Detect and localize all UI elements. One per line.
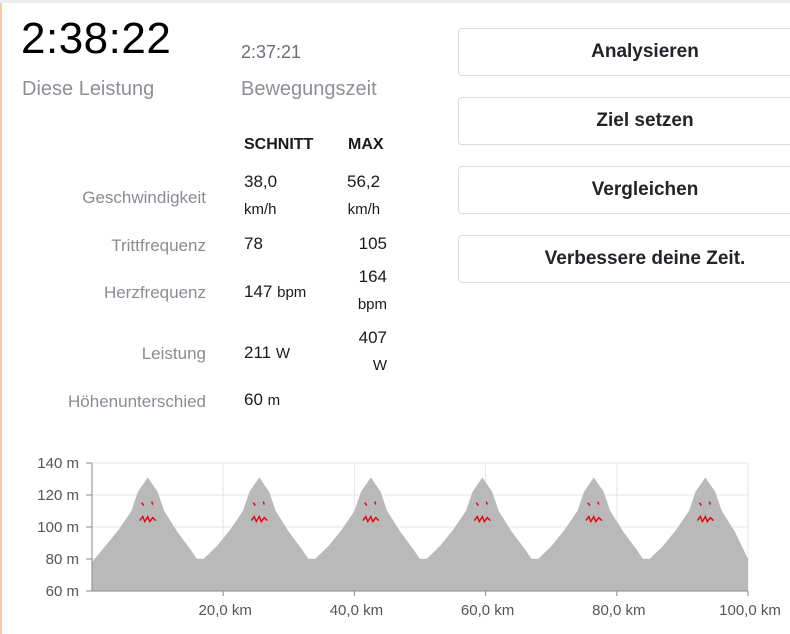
stat-cadence-max: 105 [358, 234, 387, 253]
heartrate-mark-5 [696, 501, 714, 524]
heartrate-mark-4 [585, 501, 603, 524]
stat-cadence-avg: 78 [244, 234, 263, 253]
stat-heartrate-max-value: 164 [358, 267, 387, 286]
stat-label-elevation: Höhenunterschied [68, 392, 206, 411]
stat-speed-avg-unit: km/h [244, 201, 277, 218]
stat-label-cadence: Trittfrequenz [111, 236, 206, 255]
stat-heartrate-max-unit: bpm [357, 296, 387, 313]
x-tick-label-0: 20,0 km [199, 602, 252, 619]
compare-button[interactable]: Vergleichen [458, 166, 790, 214]
stat-heartrate-avg-value: 147 [244, 282, 273, 301]
stat-elevation-number: 60 [244, 390, 263, 409]
stat-power-max-unit: W [372, 357, 387, 374]
stat-label-heartrate: Herzfrequenz [103, 283, 206, 302]
stat-power-max-value: 407 [358, 328, 387, 347]
stat-speed-avg-value: 38,0 [244, 172, 278, 191]
chart-x-ticks: 20,0 km 40,0 km 60,0 km 80,0 km 100,0 km [199, 591, 781, 619]
heartrate-overlay [139, 501, 714, 524]
heartrate-mark-1 [250, 501, 268, 524]
heartrate-mark-3 [473, 501, 491, 524]
stat-speed-max-value: 56,2 [347, 172, 381, 191]
stat-label-power: Leistung [141, 344, 206, 363]
heartrate-mark-0 [139, 501, 157, 524]
analyze-button[interactable]: Analysieren [458, 28, 790, 76]
stat-power-avg: 211 W [244, 339, 290, 368]
stat-power-avg-unit: W [275, 345, 291, 362]
chart-y-ticks: 140 m 120 m 100 m 80 m 60 m [37, 455, 92, 600]
heartrate-mark-2 [362, 501, 380, 524]
elevation-chart[interactable]: 140 m 120 m 100 m 80 m 60 m 20,0 km 40,0 km 60… [0, 440, 790, 634]
x-tick-label-3: 80,0 km [592, 602, 645, 619]
stat-speed-max-unit: km/h [347, 201, 381, 218]
elevation-area [92, 477, 748, 591]
set-goal-button[interactable]: Ziel setzen [458, 97, 790, 145]
x-tick-label-2: 60,0 km [461, 602, 514, 619]
accent-edge [0, 0, 2, 634]
y-tick-label-3: 80 m [46, 551, 79, 568]
stat-label-speed: Geschwindigkeit [82, 188, 206, 207]
stat-power-avg-value: 211 [244, 343, 272, 362]
stat-heartrate-avg: 147 bpm [244, 278, 306, 307]
stat-power-max: 407 W [359, 324, 387, 380]
stat-elevation-unit: m [267, 392, 281, 409]
y-tick-label-1: 120 m [37, 487, 79, 504]
top-divider [0, 0, 790, 3]
improve-time-button[interactable]: Verbessere deine Zeit. [458, 235, 790, 283]
y-tick-label-4: 60 m [46, 583, 79, 600]
stat-speed-max: 56,2 km/h [347, 168, 380, 224]
stats-header-max: MAX [348, 136, 384, 153]
stats-header-avg: SCHNITT [244, 136, 314, 153]
y-tick-label-2: 100 m [37, 519, 79, 536]
x-tick-label-1: 40,0 km [330, 602, 383, 619]
stat-heartrate-max: 164 bpm [358, 263, 387, 319]
stat-heartrate-avg-unit: bpm [277, 284, 307, 301]
elapsed-time-value: 2:38:22 [21, 14, 172, 63]
moving-time-label: Bewegungszeit [241, 78, 377, 100]
y-tick-label-0: 140 m [37, 455, 79, 472]
elapsed-time-label: Diese Leistung [22, 78, 155, 100]
stat-speed-avg: 38,0 km/h [244, 168, 277, 224]
x-tick-label-4: 100,0 km [719, 602, 781, 619]
moving-time-value: 2:37:21 [241, 42, 302, 62]
stat-elevation-value: 60 m [244, 386, 280, 415]
